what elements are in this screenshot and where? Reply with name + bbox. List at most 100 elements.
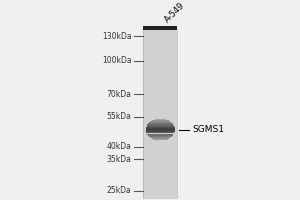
Bar	[147, 134, 173, 135]
Bar	[143, 145, 178, 147]
Bar	[143, 123, 178, 125]
Bar	[143, 175, 178, 177]
Bar	[143, 153, 178, 155]
Bar	[143, 104, 178, 106]
Bar	[143, 56, 178, 58]
Bar	[143, 134, 178, 136]
Bar	[143, 63, 178, 65]
Bar	[143, 179, 178, 181]
Bar	[143, 95, 178, 97]
Bar	[143, 168, 178, 171]
Bar	[150, 121, 170, 122]
Text: SGMS1: SGMS1	[192, 125, 224, 134]
Bar	[143, 112, 178, 114]
Bar	[143, 30, 178, 32]
Bar	[143, 158, 178, 160]
Bar	[143, 50, 178, 52]
Bar	[152, 138, 169, 139]
Bar	[143, 110, 178, 112]
Bar	[143, 54, 178, 56]
Bar	[146, 131, 175, 132]
Bar	[143, 194, 178, 196]
Bar	[143, 89, 178, 91]
Bar	[153, 139, 168, 140]
Bar	[143, 45, 178, 48]
Bar	[146, 128, 175, 129]
Text: A-549: A-549	[164, 1, 187, 25]
Bar	[150, 137, 170, 138]
Bar	[143, 190, 178, 192]
Bar	[143, 140, 178, 142]
Bar	[143, 43, 178, 45]
Bar	[143, 188, 178, 190]
Bar	[143, 39, 178, 41]
Bar	[143, 136, 178, 138]
Bar	[143, 82, 178, 84]
Bar	[143, 76, 178, 78]
Bar	[143, 117, 178, 119]
Text: 35kDa: 35kDa	[106, 155, 131, 164]
Bar	[143, 114, 178, 117]
Bar	[143, 192, 178, 194]
Bar	[148, 123, 173, 124]
Bar	[143, 69, 178, 71]
Bar	[143, 93, 178, 95]
Bar	[152, 120, 169, 121]
Bar	[146, 129, 175, 130]
Bar	[148, 136, 172, 137]
Bar	[143, 80, 178, 82]
Bar	[143, 121, 178, 123]
Bar	[143, 196, 178, 199]
Bar	[143, 91, 178, 93]
Bar	[143, 86, 178, 89]
Bar	[143, 149, 178, 151]
Bar	[143, 84, 178, 86]
Bar	[143, 67, 178, 69]
Bar	[143, 138, 178, 140]
Bar	[143, 177, 178, 179]
Text: 25kDa: 25kDa	[107, 186, 131, 195]
Bar	[143, 32, 178, 35]
Bar	[143, 160, 178, 162]
Bar	[143, 35, 178, 37]
Bar	[143, 184, 178, 186]
Bar	[143, 28, 178, 30]
Bar	[143, 166, 178, 168]
Bar	[143, 106, 178, 108]
Bar	[143, 173, 178, 175]
Bar	[143, 125, 178, 127]
Bar	[143, 181, 178, 184]
Bar	[143, 71, 178, 73]
Bar	[143, 147, 178, 149]
Bar	[146, 132, 175, 133]
Bar	[147, 125, 174, 126]
Bar	[143, 151, 178, 153]
Bar	[143, 78, 178, 80]
Bar	[143, 65, 178, 67]
Bar	[143, 155, 178, 158]
Bar	[143, 119, 178, 121]
Bar	[143, 142, 178, 145]
Bar	[143, 132, 178, 134]
Bar	[147, 124, 173, 125]
Bar	[143, 58, 178, 60]
Bar	[143, 171, 178, 173]
Bar	[143, 127, 178, 130]
Bar	[143, 101, 178, 104]
Bar	[143, 41, 178, 43]
Bar	[143, 164, 178, 166]
Bar	[143, 52, 178, 54]
Bar	[143, 60, 178, 63]
Bar	[143, 130, 178, 132]
Text: 70kDa: 70kDa	[106, 90, 131, 99]
Bar	[143, 26, 178, 30]
Bar	[149, 122, 171, 123]
Bar	[143, 26, 178, 28]
Text: 40kDa: 40kDa	[106, 142, 131, 151]
Bar	[155, 119, 166, 120]
Bar	[143, 97, 178, 99]
Bar	[143, 37, 178, 39]
Text: 55kDa: 55kDa	[106, 112, 131, 121]
Text: 100kDa: 100kDa	[102, 56, 131, 65]
Bar	[147, 126, 174, 127]
